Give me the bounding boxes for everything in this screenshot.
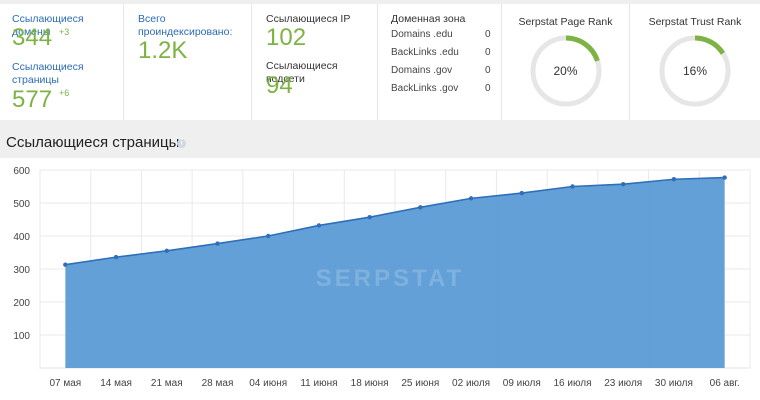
trust-rank-title: Serpstat Trust Rank [648,16,742,28]
data-point [367,214,372,220]
summary-cards: Ссылающиеся домены 344 +3 Ссылающиеся ст… [0,4,760,120]
data-point [671,177,677,182]
trust-rank-value: 16% [682,64,708,78]
data-point [164,248,169,254]
y-tick-label: 500 [13,199,30,210]
total-indexed-label[interactable]: Всего проиндексировано: [138,13,233,38]
y-tick-label: 400 [13,232,30,243]
trust-rank-gauge [659,35,731,107]
data-point [621,181,626,187]
x-tick-label: 25 июня [401,378,439,389]
x-tick-label: 14 мая [100,378,132,389]
zone-row: Domains .gov 0 [391,65,491,76]
zone-row-label: BackLinks .gov [391,83,459,94]
referring-pages-delta: +6 [59,88,70,98]
data-point [519,190,524,196]
data-point [570,184,575,189]
referring-subnets-label: Ссылающиеся подсети [266,60,338,85]
x-tick-label: 02 июля [452,378,490,389]
y-tick-label: 100 [13,331,30,342]
x-tick-label: 07 мая [49,378,81,389]
referring-subnets-value: 94 [266,72,293,99]
referring-ips-label: Ссылающиеся IP [266,13,351,25]
referring-pages-label[interactable]: Ссылающиеся страницы [12,61,84,86]
referring-ips-value: 102 [266,24,307,51]
series-area [65,177,725,368]
y-tick-label: 200 [13,298,30,309]
page-rank-value: 20% [553,64,578,78]
zone-row-value: 0 [485,29,491,40]
x-tick-label: 30 июля [655,378,693,389]
data-point [113,254,119,260]
gauge-fill [659,35,731,107]
data-point [722,175,727,180]
card-trust-rank: Serpstat Trust Rank 16% [630,4,760,120]
x-tick-label: 18 июня [351,378,389,389]
gauge-fill [530,35,601,107]
zone-row-label: Domains .gov [391,65,453,76]
x-tick-label: 16 июля [553,378,591,389]
x-tick-label: 23 июля [604,378,642,389]
series-line [65,176,725,266]
x-tick-label: 11 июня [300,378,337,389]
referring-pages-value: 577 [12,86,53,113]
watermark: SERPSTAT [316,265,464,292]
card-domain-zone: Доменная зона Domains .edu 0 BackLinks .e… [378,4,502,120]
x-tick-label: 09 июля [503,378,541,389]
data-point [63,262,68,267]
zone-row: BackLinks .edu 0 [391,47,491,58]
card-referring-domains: Ссылающиеся домены 344 +3 Ссылающиеся ст… [0,4,124,120]
referring-domains-label[interactable]: Ссылающиеся домены [12,13,84,38]
info-icon[interactable]: i [177,139,186,148]
y-tick-label: 600 [13,166,30,177]
data-point [215,241,220,246]
chart-card: 100 200 300 400 500 600 SERPSTAT 07 мая 14 мая 21… [0,158,760,400]
card-page-rank: Serpstat Page Rank 20% [502,4,630,120]
x-tick-label: 28 мая [202,378,234,389]
domain-zone-title: Доменная зона [391,13,466,25]
zone-row-value: 0 [485,65,491,76]
y-tick-label: 300 [13,265,30,276]
data-point [266,233,271,239]
section-title: Ссылающиеся страницы [6,134,180,151]
referring-domains-value: 344 [12,24,53,51]
zone-row-value: 0 [485,83,491,94]
zone-row: Domains .edu 0 [391,29,491,40]
total-indexed-value: 1.2K [138,37,188,64]
data-point [316,223,322,228]
x-tick-label: 04 июня [249,378,287,389]
page-rank-gauge [530,35,601,107]
data-point [418,205,423,210]
page-rank-title: Serpstat Page Rank [518,16,613,28]
zone-row-value: 0 [485,47,491,58]
data-point [468,196,474,201]
zone-row: BackLinks .gov 0 [391,83,491,94]
x-tick-label: 06 авг. [710,378,740,389]
referring-pages-chart: 100 200 300 400 500 600 SERPSTAT 07 мая 14 мая 21… [13,166,751,389]
referring-domains-delta: +3 [59,27,70,37]
zone-row-label: BackLinks .edu [391,47,459,58]
card-total-indexed: Всего проиндексировано: 1.2K [124,4,252,120]
card-ips-subnets: Ссылающиеся IP 102 Ссылающиеся подсети 9… [252,4,378,120]
x-tick-label: 21 мая [151,378,183,389]
zone-row-label: Domains .edu [391,29,453,40]
